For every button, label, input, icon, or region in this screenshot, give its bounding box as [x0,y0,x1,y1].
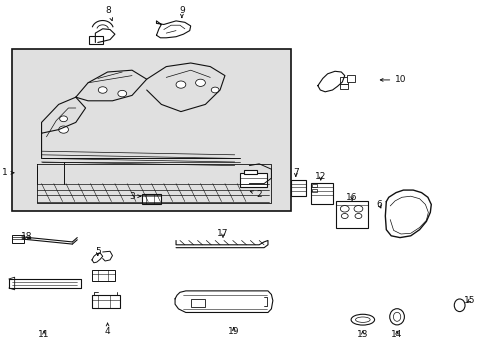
Text: 6: 6 [375,200,381,209]
Circle shape [211,87,219,93]
Bar [12,49,290,211]
Bar [310,183,332,204]
Ellipse shape [389,309,404,325]
Text: 7: 7 [292,168,298,177]
Bar [239,173,266,187]
Bar [311,189,316,192]
Circle shape [176,81,185,88]
Circle shape [59,126,68,133]
Circle shape [60,116,67,122]
Text: 9: 9 [179,5,184,17]
Circle shape [118,90,126,97]
Bar [92,295,120,308]
Circle shape [98,87,107,93]
Ellipse shape [355,317,369,323]
Text: 14: 14 [390,330,402,339]
Circle shape [341,213,347,219]
Bar [339,77,347,84]
Circle shape [353,206,362,212]
Bar [244,170,256,174]
Text: 3: 3 [129,192,141,201]
Circle shape [340,206,348,212]
Text: 13: 13 [356,330,368,339]
Ellipse shape [350,314,374,325]
Bar [190,299,205,307]
Bar [336,201,367,228]
Bar [12,235,24,243]
Text: 8: 8 [105,5,112,21]
Bar [92,270,115,281]
Text: 11: 11 [38,330,50,339]
Bar [311,184,316,187]
Text: 2: 2 [250,190,262,199]
Bar [346,75,354,82]
Text: 12: 12 [314,172,326,181]
Text: 17: 17 [217,230,228,238]
Text: 18: 18 [21,233,33,242]
Text: 16: 16 [346,193,357,202]
Circle shape [195,79,205,86]
Bar [142,194,161,204]
Bar [89,36,103,44]
Bar [290,180,305,196]
Text: 19: 19 [227,327,239,336]
Text: 15: 15 [463,296,474,305]
Text: 5: 5 [95,247,101,256]
Text: 4: 4 [104,323,110,336]
Ellipse shape [453,299,464,311]
Bar [339,84,347,89]
Ellipse shape [392,312,400,321]
Text: 10: 10 [380,76,406,85]
Text: 1: 1 [2,168,14,177]
Circle shape [354,213,361,219]
